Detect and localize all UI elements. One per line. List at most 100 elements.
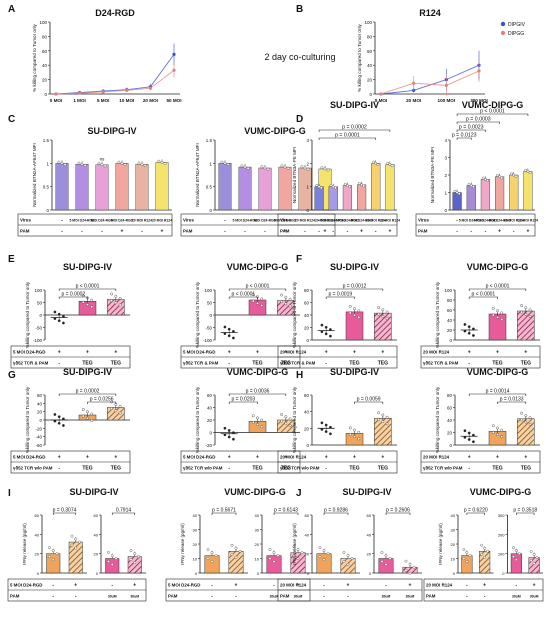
panel-E1-cond-row-label: 5 MOI D24-RGD: [13, 349, 45, 354]
panel-D2-cond-cell: -: [513, 228, 515, 234]
panel-J1-sub0-ytick-label: 20: [305, 552, 310, 557]
panel-E1-cond-cell: +: [58, 349, 61, 355]
panel-F2-cond-cell: +: [468, 349, 471, 355]
panel-I2-datapoint: [296, 548, 300, 552]
panel-G1-datapoint: [90, 412, 94, 416]
panel-E1-datapoint: [57, 312, 61, 316]
panel-J2-sub1-ytick-label: 200: [498, 532, 505, 537]
panel-B-ytick-label: 40: [367, 63, 373, 68]
panel-F2-datapoint: [463, 323, 467, 326]
panel-H2-cond-cell: -: [468, 465, 470, 471]
panel-D2-bar: [466, 185, 476, 211]
panel-C2-ytick-label: 1: [209, 161, 212, 166]
panel-E1-datapoint: [90, 305, 94, 309]
panel-D2-datapoint: [528, 171, 532, 175]
panel-J1-sub0-ytick-label: 0: [307, 571, 310, 576]
panel-I1-sig-bracket: [111, 512, 136, 515]
panel-C1-bar: [115, 163, 129, 211]
panel-F2-ytick-label: 80: [447, 298, 453, 303]
panel-G2-datapoint: [232, 431, 235, 435]
panel-A-ylabel: % killing compared to Tumor only: [32, 23, 37, 91]
panel-F2-datapoint: [500, 318, 504, 321]
panel-D1-datapoint: [360, 183, 363, 187]
panel-D2-datapoint: [453, 189, 457, 193]
legend-marker-1: [500, 30, 506, 36]
panel-I2-datapoint: [210, 551, 214, 554]
panel-D2-cond-cell: +: [526, 228, 529, 234]
panel-D2-ytick-label: 3: [444, 156, 447, 161]
panel-F2-datapoint: [496, 309, 499, 313]
panel-F1-datapoint: [320, 330, 324, 334]
panel-C2-datapoint: [246, 166, 250, 170]
panel-title-G1: SU-DIPG-IV: [63, 367, 112, 377]
panel-D2-datapoint: [498, 175, 501, 179]
panel-E2-cond-cell: +: [228, 349, 231, 355]
panel-I1-cond-row-label: PAM: [10, 593, 20, 598]
panel-G2-ylabel: %killing compared to Tumor only: [195, 386, 200, 453]
panel-J1-datapoint: [384, 554, 388, 557]
panel-letter-D1: D: [296, 114, 303, 125]
panel-J2-sig-bracket: [466, 512, 485, 515]
panel-F1-ytick-label: 80: [304, 288, 310, 293]
panel-E2-datapoint: [284, 302, 288, 306]
panel-D2-ylabel: Normalized BTN3A-PE MFI: [430, 147, 435, 203]
panel-H2-cond-cell: +: [468, 454, 471, 460]
panel-D1-cond-cell: +: [360, 228, 363, 234]
panel-G1-ytick-label: 60: [37, 393, 43, 398]
panel-A-point: [172, 52, 176, 57]
panel-D1-bar: [328, 186, 338, 211]
panel-H1-sig-bracket: [354, 401, 384, 404]
panel-I2-datapoint: [234, 555, 238, 559]
panel-letter-A: A: [8, 4, 15, 15]
panel-D2-bar: [494, 176, 505, 211]
panel-G1-datapoint: [114, 409, 118, 413]
panel-F2-datapoint: [463, 329, 467, 333]
panel-C1-cond-row-label: PAM: [20, 228, 30, 233]
panel-C1-ylabel: Normalized BTN2A-AF647 MFI: [32, 143, 37, 207]
panel-I1-cond-cell: -: [52, 593, 54, 599]
panel-C2-cond-cell: 5 MOI D24-RGD: [232, 218, 258, 222]
panel-D1-datapoint: [343, 182, 347, 186]
panel-G2-datapoint: [280, 413, 283, 416]
panel-J1-sig-label: p = 0.2606: [386, 508, 410, 514]
panel-J2-datapoint: [465, 560, 469, 563]
panel-D1-ytick-label: 0: [306, 208, 309, 213]
panel-H1-datapoint: [385, 415, 389, 419]
panel-I1-datapoint: [129, 558, 133, 561]
panel-J1-cond-cell: +: [409, 582, 412, 588]
panel-J2-datapoint: [514, 558, 518, 562]
panel-E1-datapoint: [118, 296, 122, 300]
panel-G2-cond-cell: +: [284, 454, 287, 460]
panel-I2-sig-bracket: [273, 512, 299, 515]
panel-H2-ytick-label: 20: [447, 431, 453, 436]
panel-C2-cond-cell: MOI D24-RGD: [274, 218, 297, 222]
panel-F1-cond-row-label: γδ52 TCR & PAM: [280, 360, 316, 365]
panel-C1-cond-cell: -: [61, 217, 63, 223]
panel-J1-sig-label: p = 0.9286: [324, 508, 348, 514]
panel-I1-sig-bracket: [52, 512, 77, 515]
panel-D1-datapoint: [390, 164, 394, 168]
panel-J2-cond-cell: +: [533, 582, 536, 588]
panel-C2-ytick-label: 0.5: [206, 185, 213, 190]
panel-E1-ytick-label: 100: [34, 288, 42, 293]
panel-J2-sub0-ytick-label: 40: [451, 513, 456, 518]
panel-J1-datapoint: [322, 558, 326, 562]
panel-C2-datapoint: [226, 163, 230, 166]
panel-G1-ytick-label: -40: [35, 435, 42, 440]
panel-F1-ylabel: %killing compared to Tumor only: [292, 281, 297, 348]
panel-B-ylabel: % killing compared to Tumor only: [357, 23, 362, 91]
panel-H2-cond-row-label: γδ52 TCR w/o PAM: [423, 465, 463, 470]
panel-F2-cond-row-label: 20 MOI R124: [423, 349, 450, 354]
panel-J2-sig-label: p = 0.3518: [513, 508, 537, 514]
panel-G2-datapoint: [223, 426, 227, 430]
panel-D1-datapoint: [357, 182, 361, 186]
panel-J1-datapoint: [342, 560, 346, 563]
panel-E2-datapoint: [288, 297, 292, 301]
panel-F2-cond-cell: -: [468, 360, 470, 366]
panel-B-xtick-label: 20 MOI: [406, 98, 421, 103]
panel-E2-datapoint: [227, 327, 231, 331]
panel-F2-datapoint: [528, 315, 532, 318]
panel-E2-ytick-label: -100: [203, 338, 213, 343]
panel-C2-datapoint: [326, 168, 330, 172]
panel-H2-datapoint: [520, 418, 523, 422]
